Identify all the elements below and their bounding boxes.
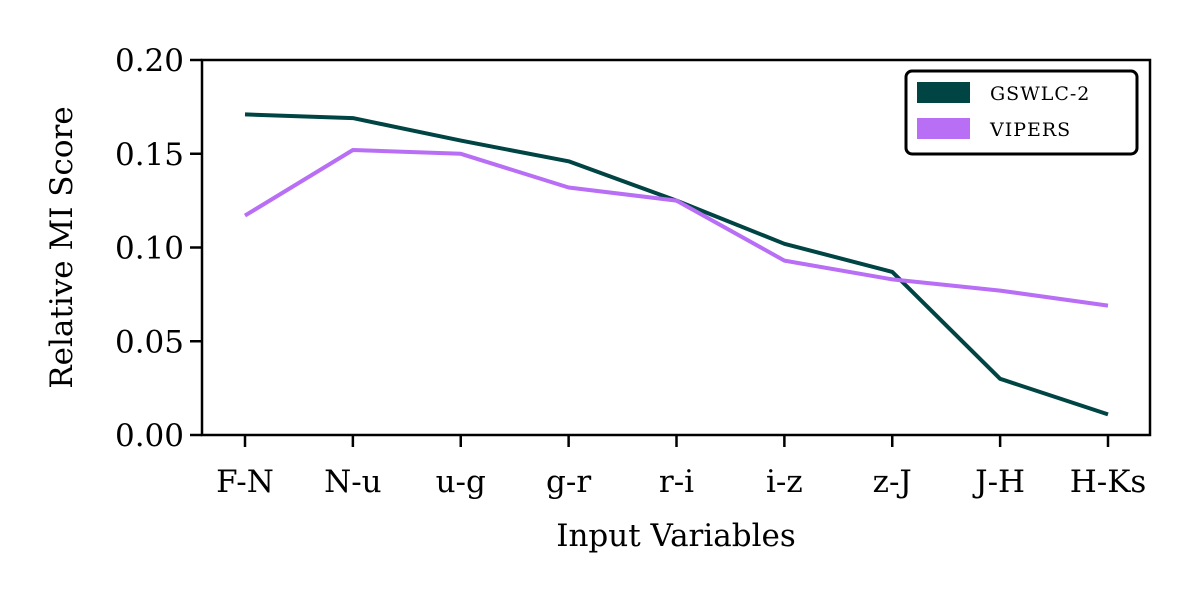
series-line bbox=[243, 148, 1109, 308]
legend-label: GSWLC-2 bbox=[990, 83, 1090, 105]
x-tick-label: g-r bbox=[546, 464, 591, 500]
y-tick-label: 0.15 bbox=[115, 137, 184, 173]
y-tick-label: 0.20 bbox=[115, 43, 184, 79]
series-line bbox=[244, 112, 1109, 417]
legend: GSWLC-2 VIPERS bbox=[904, 69, 1139, 156]
x-tick-label: J-H bbox=[972, 464, 1025, 500]
x-tick-label: H-Ks bbox=[1070, 464, 1147, 500]
legend-label: VIPERS bbox=[989, 119, 1071, 141]
legend-swatch bbox=[917, 82, 970, 103]
x-tick-label: z-J bbox=[873, 464, 912, 500]
y-axis-title: Relative MI Score bbox=[44, 106, 80, 388]
x-tick-label: N-u bbox=[324, 464, 382, 500]
y-tick-label: 0.00 bbox=[115, 418, 184, 454]
x-tick-label: r-i bbox=[659, 464, 694, 500]
x-tick-label: F-N bbox=[216, 464, 274, 500]
legend-swatch bbox=[917, 118, 970, 139]
y-tick-label: 0.05 bbox=[115, 324, 184, 360]
plot-area bbox=[243, 112, 1109, 417]
y-axis: 0.00 0.05 0.10 0.15 0.20 bbox=[115, 43, 202, 454]
x-axis-title: Input Variables bbox=[556, 518, 796, 554]
y-tick-label: 0.10 bbox=[115, 231, 184, 267]
x-tick-label: u-g bbox=[436, 464, 486, 500]
x-axis: F-N N-u u-g g-r r-i i-z z-J J-H H-Ks bbox=[216, 435, 1146, 500]
x-tick-label: i-z bbox=[766, 464, 803, 500]
